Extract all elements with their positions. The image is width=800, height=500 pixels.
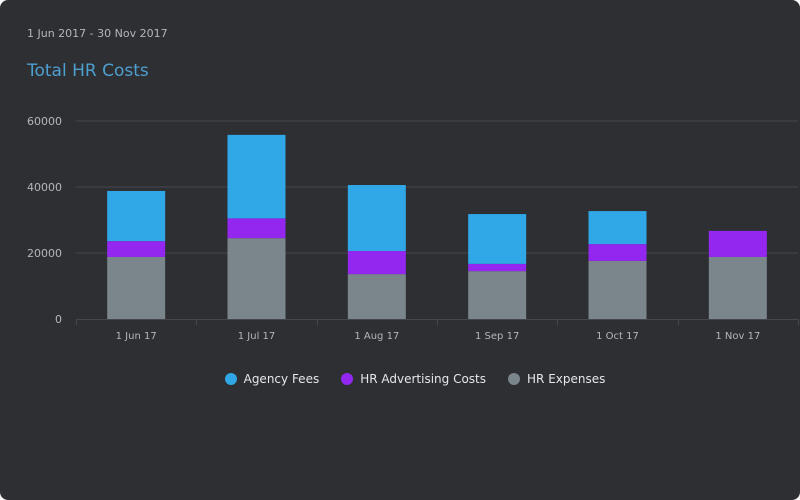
legend-item-hr-expenses[interactable]: HR Expenses	[508, 372, 605, 386]
bars	[107, 134, 767, 319]
bar-segment-hr-expenses[interactable]	[708, 256, 767, 319]
bar-segment-agency-fees[interactable]	[588, 211, 647, 245]
bar-segment-hr-advertising-costs[interactable]	[347, 251, 406, 275]
legend-dot-icon	[341, 373, 354, 385]
bar-segment-hr-advertising-costs[interactable]	[107, 241, 166, 257]
y-tick-label: 60000	[27, 115, 62, 128]
legend-dot-icon	[508, 373, 521, 385]
bar-segment-hr-advertising-costs[interactable]	[227, 218, 286, 239]
stacked-bar-chart: 0 20000 40000 60000 1 Jun 17 1 Jul 17 1 Aug 1…	[27, 115, 799, 342]
bar-segment-agency-fees[interactable]	[468, 214, 527, 264]
legend-dot-icon	[224, 373, 237, 385]
bar-segment-agency-fees[interactable]	[107, 190, 166, 242]
y-tick-label: 0	[55, 313, 62, 326]
legend-item-agency-fees[interactable]: Agency Fees	[224, 372, 320, 386]
y-tick-label: 40000	[27, 181, 62, 194]
legend-label: HR Advertising Costs	[360, 372, 487, 386]
bar-segment-hr-expenses[interactable]	[227, 238, 286, 319]
x-tick-label: 1 Sep 17	[475, 331, 519, 342]
bar-segment-hr-advertising-costs[interactable]	[588, 244, 647, 261]
x-tick-label: 1 Jul 17	[238, 331, 276, 342]
bar-segment-hr-advertising-costs[interactable]	[468, 263, 527, 272]
bar-segment-hr-expenses[interactable]	[107, 256, 166, 319]
chart-title: Total HR Costs	[27, 61, 149, 81]
bar-segment-hr-advertising-costs[interactable]	[708, 230, 767, 257]
x-axis: 1 Jun 17 1 Jul 17 1 Aug 17 1 Sep 17 1 Oct 17…	[76, 319, 799, 342]
bar-segment-hr-expenses[interactable]	[347, 274, 406, 319]
bar-segment-agency-fees[interactable]	[347, 185, 406, 252]
y-tick-label: 20000	[27, 247, 62, 260]
legend: Agency Fees HR Advertising Costs HR Expe…	[0, 372, 800, 386]
legend-label: Agency Fees	[243, 372, 320, 386]
bar-segment-agency-fees[interactable]	[227, 134, 286, 219]
x-tick-label: 1 Jun 17	[116, 331, 157, 342]
date-range-label: 1 Jun 2017 - 30 Nov 2017	[27, 27, 168, 40]
legend-item-hr-advertising-costs[interactable]: HR Advertising Costs	[341, 372, 486, 386]
x-tick-label: 1 Oct 17	[596, 331, 639, 342]
y-axis: 0 20000 40000 60000	[27, 115, 62, 326]
gridlines	[76, 120, 798, 254]
x-tick-label: 1 Nov 17	[715, 331, 760, 342]
x-tick-label: 1 Aug 17	[354, 331, 399, 342]
bar-segment-hr-expenses[interactable]	[468, 271, 527, 319]
bar-segment-hr-expenses[interactable]	[588, 260, 647, 319]
legend-label: HR Expenses	[527, 372, 606, 386]
